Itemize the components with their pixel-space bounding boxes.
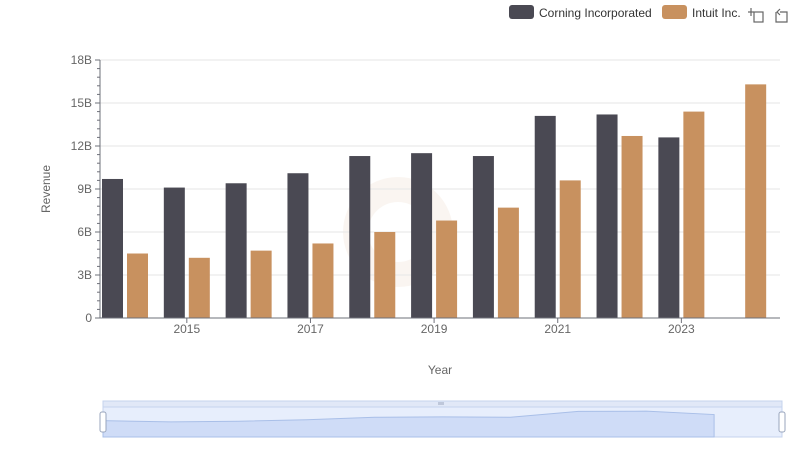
bar-intuit-inc-2016[interactable] xyxy=(250,250,272,318)
x-tick-label: 2021 xyxy=(544,322,571,336)
bar-intuit-inc-2020[interactable] xyxy=(497,207,519,318)
bar-intuit-inc-2021[interactable] xyxy=(559,180,581,318)
bar-corning-incorporated-2021[interactable] xyxy=(534,115,556,319)
bar-intuit-inc-2023[interactable] xyxy=(683,111,705,318)
zoom-icon[interactable] xyxy=(748,8,764,23)
bar-corning-incorporated-2023[interactable] xyxy=(658,137,680,318)
zoom-slider-right-handle[interactable] xyxy=(778,411,786,433)
bar-corning-incorporated-2018[interactable] xyxy=(349,156,371,318)
zoom-slider-center-grip xyxy=(438,402,444,405)
bar-intuit-inc-2014[interactable] xyxy=(127,253,148,319)
bar-corning-incorporated-2022[interactable] xyxy=(596,114,618,318)
x-axis-title: Year xyxy=(428,363,452,377)
y-tick-label: 6B xyxy=(77,225,92,239)
legend-item-intuit[interactable]: Intuit Inc. xyxy=(662,5,741,20)
y-tick-label: 12B xyxy=(71,139,92,153)
x-tick-label: 2023 xyxy=(668,322,695,336)
bar-corning-incorporated-2017[interactable] xyxy=(287,173,309,318)
legend-label-corning: Corning Incorporated xyxy=(539,6,652,20)
bars xyxy=(102,84,767,319)
bar-corning-incorporated-2014[interactable] xyxy=(102,178,123,318)
reset-icon[interactable] xyxy=(775,8,788,23)
x-tick-label: 2019 xyxy=(421,322,448,336)
legend: Corning Incorporated Intuit Inc. xyxy=(509,5,741,20)
legend-swatch-intuit xyxy=(662,5,687,19)
axes: 0 3B 6B 9B 12B 15B 18B 2015 2017 2019 2021 2023 xyxy=(71,53,780,336)
bar-intuit-inc-2017[interactable] xyxy=(312,243,334,318)
legend-item-corning[interactable]: Corning Incorporated xyxy=(509,5,652,20)
x-tick-label: 2017 xyxy=(297,322,324,336)
bar-intuit-inc-2024[interactable] xyxy=(745,84,767,318)
y-tick-label: 0 xyxy=(85,311,92,325)
bar-intuit-inc-2015[interactable] xyxy=(188,257,210,318)
bar-corning-incorporated-2015[interactable] xyxy=(163,187,185,318)
bar-intuit-inc-2018[interactable] xyxy=(374,232,396,318)
y-tick-label: 18B xyxy=(71,53,92,67)
x-tick-label: 2015 xyxy=(173,322,200,336)
bar-corning-incorporated-2016[interactable] xyxy=(225,183,247,318)
bar-intuit-inc-2022[interactable] xyxy=(621,135,643,318)
y-axis-title: Revenue xyxy=(39,165,53,213)
bar-corning-incorporated-2020[interactable] xyxy=(472,156,494,318)
y-tick-label: 9B xyxy=(77,182,92,196)
bar-corning-incorporated-2019[interactable] xyxy=(411,153,433,318)
bar-intuit-inc-2019[interactable] xyxy=(436,220,458,318)
zoom-slider-left-handle[interactable] xyxy=(99,411,107,433)
y-tick-label: 15B xyxy=(71,96,92,110)
legend-swatch-corning xyxy=(509,5,534,19)
zoom-slider[interactable] xyxy=(99,400,786,438)
zoom-slider-preview xyxy=(102,410,715,438)
legend-label-intuit: Intuit Inc. xyxy=(692,6,741,20)
y-tick-label: 3B xyxy=(77,268,92,282)
